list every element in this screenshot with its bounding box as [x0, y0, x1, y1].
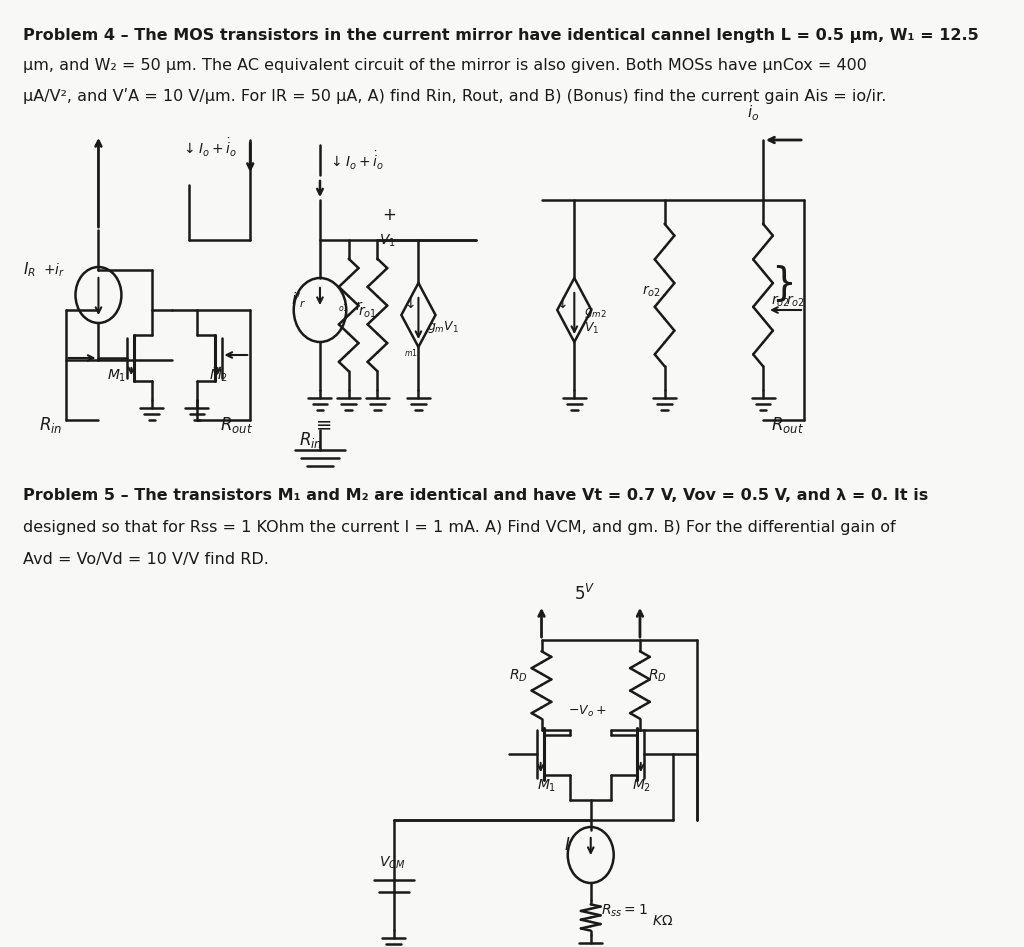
Text: $\}$: $\}$	[771, 263, 794, 304]
Text: $R_D$: $R_D$	[648, 668, 667, 685]
Text: $M_1$: $M_1$	[538, 778, 557, 795]
Text: $r$: $r$	[355, 299, 364, 313]
Text: $R_D$: $R_D$	[509, 668, 527, 685]
Text: $K\Omega$: $K\Omega$	[652, 914, 674, 928]
Text: $\downarrow$: $\downarrow$	[402, 297, 416, 311]
Text: $g_{m2}$: $g_{m2}$	[584, 306, 607, 320]
Text: $r_{o1}$: $r_{o1}$	[357, 305, 377, 320]
Text: $R_{in}$: $R_{in}$	[299, 430, 323, 450]
Text: $\downarrow I_o + \dot{i}_o$: $\downarrow I_o + \dot{i}_o$	[328, 151, 384, 172]
Text: $+i_r$: $+i_r$	[43, 261, 65, 278]
Text: $M_1$: $M_1$	[106, 368, 126, 384]
Text: $M_2$: $M_2$	[209, 368, 228, 384]
Text: Avd = Vo/Vd = 10 V/V find RD.: Avd = Vo/Vd = 10 V/V find RD.	[23, 552, 269, 567]
Text: $R_{out}$: $R_{out}$	[771, 415, 804, 435]
Text: $V_1$: $V_1$	[584, 321, 599, 336]
Text: $5^V$: $5^V$	[574, 584, 596, 604]
Text: $+$: $+$	[382, 206, 395, 224]
Text: $\downarrow I_o + \dot{i}_o$: $\downarrow I_o + \dot{i}_o$	[180, 137, 237, 159]
Text: $I$: $I$	[564, 836, 571, 854]
Text: $- V_o +$: $- V_o +$	[567, 704, 606, 719]
Text: $r_{o2}$: $r_{o2}$	[771, 294, 791, 310]
Text: $V_1$: $V_1$	[379, 233, 396, 249]
Text: $R_{in}$: $R_{in}$	[39, 415, 62, 435]
Text: Problem 5 – The transistors M₁ and M₂ are identical and have Vt = 0.7 V, Vov = 0: Problem 5 – The transistors M₁ and M₂ ar…	[23, 488, 928, 503]
Text: μA/V², and VʹA = 10 V/μm. For IR = 50 μA, A) find Rin, Rout, and B) (Bonus) find: μA/V², and VʹA = 10 V/μm. For IR = 50 μA…	[23, 88, 887, 104]
Text: $g_m V_1$: $g_m V_1$	[427, 319, 459, 335]
Text: $r_{o2}$: $r_{o2}$	[642, 284, 660, 299]
Text: μm, and W₂ = 50 μm. The AC equivalent circuit of the mirror is also given. Both : μm, and W₂ = 50 μm. The AC equivalent ci…	[23, 58, 867, 73]
Text: Problem 4 – The MOS transistors in the current mirror have identical cannel leng: Problem 4 – The MOS transistors in the c…	[23, 28, 979, 43]
Text: $R_{ss}=1$: $R_{ss}=1$	[600, 903, 647, 920]
Text: $_{o1}$: $_{o1}$	[338, 303, 349, 315]
Text: designed so that for Rss = 1 KOhm the current I = 1 mA. A) Find VCM, and gm. B) : designed so that for Rss = 1 KOhm the cu…	[23, 520, 896, 535]
Text: $\dot{i}_o$: $\dot{i}_o$	[746, 99, 759, 123]
Text: $\downarrow$: $\downarrow$	[554, 297, 567, 311]
Text: $i'_r$: $i'_r$	[291, 291, 307, 310]
Text: $\equiv$: $\equiv$	[311, 415, 332, 434]
Text: $M_2$: $M_2$	[632, 778, 651, 795]
Text: $V_{CM}$: $V_{CM}$	[379, 855, 406, 871]
Text: $R_{out}$: $R_{out}$	[220, 415, 253, 435]
Text: $_{m1}$: $_{m1}$	[404, 348, 419, 360]
Text: $r_{o2}$: $r_{o2}$	[786, 294, 805, 310]
Text: $I_R$: $I_R$	[23, 260, 36, 279]
